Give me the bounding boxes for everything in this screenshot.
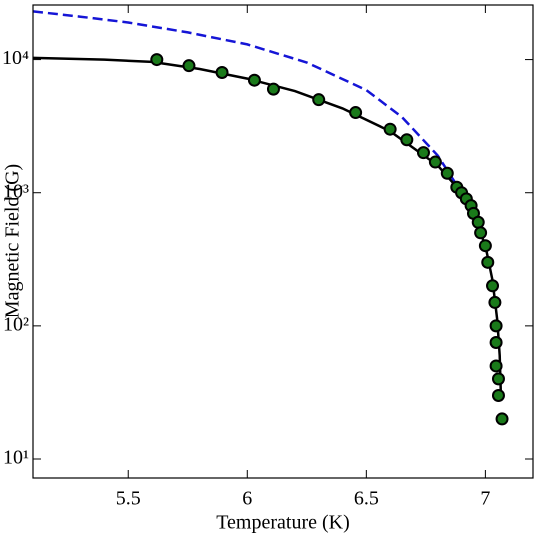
data-point [474, 226, 488, 240]
data-point [481, 255, 495, 269]
data-point [416, 146, 430, 160]
y-axis-label: Magnetic Field (G) [2, 164, 24, 318]
data-point [383, 122, 397, 136]
y-tick-label: 10³ [3, 180, 29, 202]
data-point [489, 359, 503, 373]
fit-curve [32, 56, 503, 396]
data-point [491, 372, 505, 386]
x-tick-label: 5.5 [116, 488, 141, 510]
data-point [428, 155, 442, 169]
plot-frame [32, 4, 534, 479]
data-point [489, 319, 503, 333]
data-point [312, 93, 326, 107]
data-point [266, 82, 280, 96]
data-point [486, 279, 500, 293]
data-point [489, 335, 503, 349]
x-tick-label: 6 [242, 488, 252, 510]
data-point [478, 239, 492, 253]
data-point [491, 388, 505, 402]
data-point [349, 106, 363, 120]
y-tick-label: 10⁴ [2, 47, 29, 69]
x-tick-label: 6.5 [354, 488, 379, 510]
x-tick-label: 7 [480, 488, 490, 510]
x-axis-label: Temperature (K) [216, 512, 350, 534]
y-tick-label: 10² [3, 313, 29, 335]
data-point [488, 295, 502, 309]
data-point [471, 215, 485, 229]
data-point [400, 133, 414, 147]
data-point [150, 53, 164, 67]
dashed-curve [32, 10, 492, 271]
data-point [182, 59, 196, 73]
data-point [495, 412, 509, 426]
data-point [247, 73, 261, 87]
data-point [440, 166, 454, 180]
data-point [215, 65, 229, 79]
y-tick-label: 10¹ [3, 447, 29, 469]
